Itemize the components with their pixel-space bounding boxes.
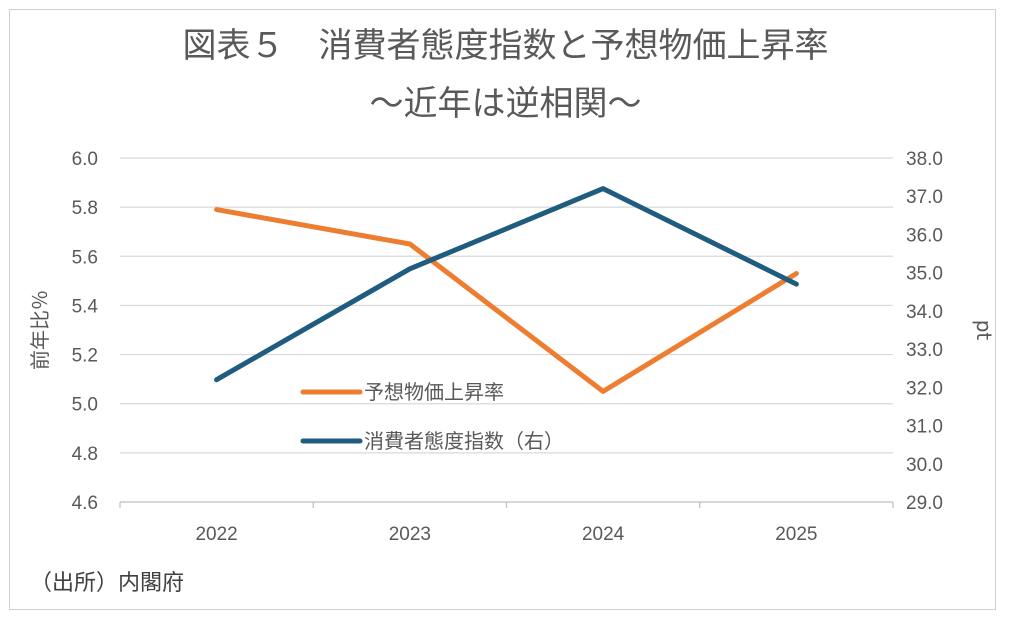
x-tick-label: 2023 bbox=[389, 524, 431, 545]
right-tick-label: 33.0 bbox=[906, 340, 943, 361]
chart-subtitle: ～近年は逆相関～ bbox=[369, 84, 642, 124]
right-tick-label: 30.0 bbox=[906, 455, 943, 476]
left-tick-label: 5.6 bbox=[72, 247, 98, 268]
left-tick-label: 5.4 bbox=[72, 296, 99, 317]
x-tick-label: 2022 bbox=[195, 524, 237, 545]
expected-inflation-line bbox=[214, 207, 799, 394]
source-note: （出所）内閣府 bbox=[30, 571, 185, 596]
left-axis-title: 前年比％ bbox=[28, 290, 52, 370]
right-tick-label: 37.0 bbox=[906, 187, 943, 208]
left-tick-label: 5.8 bbox=[72, 198, 98, 219]
left-tick-label: 6.0 bbox=[72, 149, 98, 170]
right-axis-title: pt bbox=[972, 320, 996, 341]
x-tick-label: 2024 bbox=[582, 524, 625, 545]
right-tick-label: 38.0 bbox=[906, 149, 943, 170]
left-tick-label: 4.6 bbox=[72, 493, 98, 514]
right-tick-label: 31.0 bbox=[906, 417, 943, 438]
chart-frame bbox=[9, 9, 996, 610]
left-tick-label: 5.0 bbox=[72, 395, 98, 416]
gridlines bbox=[120, 157, 893, 503]
right-axis-ticks: 38.0 37.0 36.0 35.0 34.0 33.0 32.0 31.0 30.0 29.0 bbox=[906, 149, 943, 514]
right-tick-label: 32.0 bbox=[906, 378, 943, 399]
left-axis-ticks: 6.0 5.8 5.6 5.4 5.2 5.0 4.8 4.6 bbox=[72, 149, 99, 514]
legend-label: 消費者態度指数（右） bbox=[364, 429, 564, 453]
chart-title: 図表５ 消費者態度指数と予想物価上昇率 bbox=[182, 26, 829, 66]
left-tick-label: 5.2 bbox=[72, 346, 98, 367]
x-axis: 2022 2023 2024 2025 bbox=[119, 502, 894, 545]
right-tick-label: 34.0 bbox=[906, 302, 943, 323]
right-tick-label: 36.0 bbox=[906, 225, 943, 246]
legend-label: 予想物価上昇率 bbox=[364, 380, 504, 404]
right-tick-label: 35.0 bbox=[906, 264, 943, 285]
right-tick-label: 29.0 bbox=[906, 493, 943, 514]
left-tick-label: 4.8 bbox=[72, 444, 98, 465]
series-lines bbox=[214, 186, 799, 394]
consumer-confidence-line bbox=[214, 186, 799, 383]
x-tick-label: 2025 bbox=[775, 524, 817, 545]
